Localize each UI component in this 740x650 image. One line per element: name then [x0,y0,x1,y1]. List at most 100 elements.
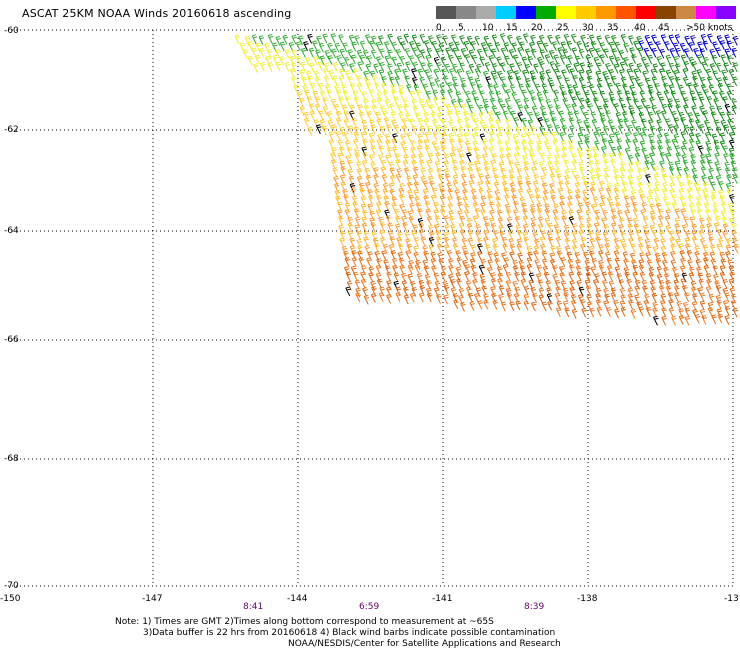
wind-barb [536,40,543,51]
wind-barb [537,117,544,127]
wind-barb [440,56,447,67]
wind-barb [732,76,738,87]
wind-barb [534,83,541,94]
wind-barb [426,292,433,303]
wind-barb [587,103,594,113]
legend-swatch [716,6,736,19]
wind-barb [385,139,391,150]
wind-barb [628,62,634,73]
wind-barb [567,258,574,269]
wind-barb [590,174,597,185]
wind-barb [630,243,637,254]
legend-swatch [576,6,596,19]
wind-barb [410,280,416,291]
wind-speed-legend: 0 5 10 15 20 25 30 35 40 45 >50 knots [436,6,736,36]
wind-barb [368,194,374,205]
wind-barb [339,48,345,59]
wind-barb [441,118,447,129]
wind-barb [654,196,661,207]
pass-time: 6:59 [359,602,380,612]
wind-barb [478,173,484,184]
wind-barb [731,98,738,109]
wind-barb [463,250,469,261]
wind-barb [650,215,657,225]
wind-barb [625,138,631,149]
wind-barb [389,236,396,247]
wind-barb [349,63,355,73]
wind-barb [555,147,561,158]
wind-barb [446,250,453,260]
wind-barb [386,293,392,304]
wind-barb [499,33,506,43]
wind-barb [710,194,717,205]
wind-barb [730,125,737,136]
wind-barb [379,126,386,136]
wind-barb [427,62,433,73]
wind-barb [625,203,631,213]
wind-barb [464,264,471,274]
wind-barb [406,243,413,254]
wind-barb [505,146,512,157]
wind-barb [561,215,567,226]
wind-barb [492,299,498,310]
wind-barb [339,146,345,157]
wind-barb [522,215,529,226]
wind-barb [539,75,546,85]
wind-barb [460,77,466,88]
wind-barb [578,77,585,87]
wind-barb [600,117,606,128]
wind-barb [595,236,601,247]
wind-barb [448,264,454,275]
wind-barb [653,173,660,184]
wind-barb [559,272,565,283]
wind-barb [642,285,648,296]
wind-barb [406,175,412,186]
wind-barb [602,231,609,242]
wind-barb [459,229,466,240]
wind-barb [275,35,281,46]
wind-barb [403,294,410,305]
wind-barb [344,208,351,219]
lat-label: -62 [4,125,19,135]
wind-barb [419,49,426,60]
wind-barb [526,188,533,199]
wind-barb [289,68,296,78]
wind-barb [620,294,626,305]
wind-barb [670,90,677,101]
wind-barb [564,169,571,179]
wind-barb [710,181,716,192]
wind-barb [352,271,359,282]
wind-barb [565,63,571,74]
wind-barb [338,75,345,86]
wind-barb [352,68,359,78]
wind-barb [728,202,734,213]
wind-barb [448,215,455,226]
wind-barb [632,201,638,212]
wind-barb [409,202,415,213]
wind-barb [503,42,510,52]
wind-barb [703,264,710,275]
wind-barb [720,258,727,269]
wind-barb [712,70,719,81]
wind-barb [441,145,447,155]
wind-barb [595,293,601,303]
wind-barb [552,265,558,275]
wind-barb [430,194,437,205]
wind-barb [503,187,510,198]
wind-barb [483,236,489,247]
wind-barb [479,119,486,130]
wind-barb [443,285,450,295]
wind-barb [318,110,325,121]
wind-barb [474,35,480,46]
wind-barb [452,63,458,74]
note-line-2: 3)Data buffer is 22 hrs from 20160618 4)… [143,628,556,638]
wind-barb [345,271,352,282]
wind-barb [611,48,617,59]
wind-barb [402,97,409,108]
wind-barb [381,174,388,184]
wind-barb [345,286,351,297]
wind-barb [405,238,411,249]
wind-barb [668,84,675,94]
wind-barb [561,146,567,157]
wind-barb [480,202,486,213]
